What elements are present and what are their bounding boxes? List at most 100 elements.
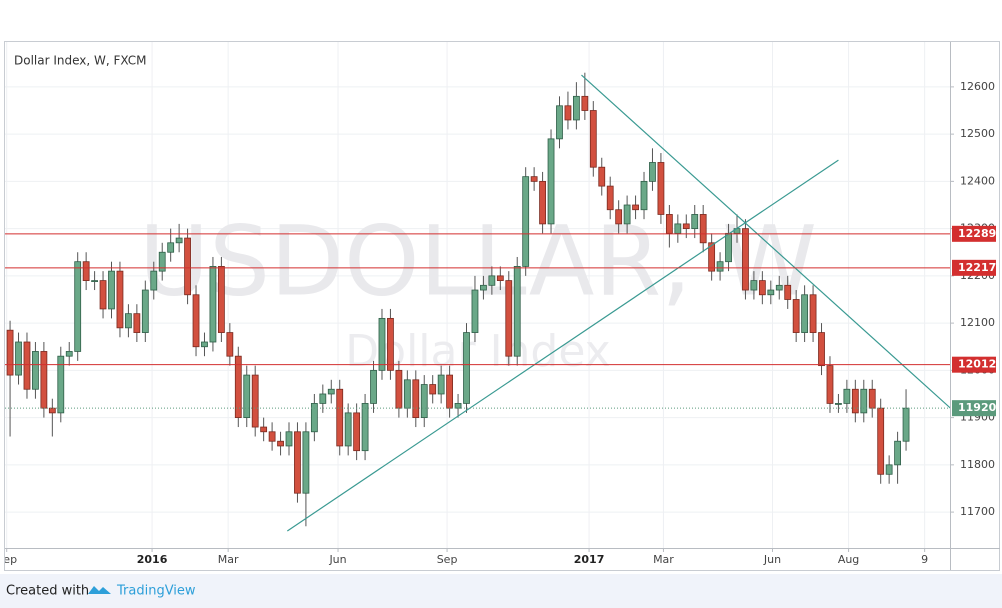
price-label: 12012 (958, 358, 996, 371)
candle-body (505, 280, 513, 357)
candle-body (226, 332, 234, 357)
candle-body (547, 138, 555, 225)
candle-body (564, 105, 572, 121)
candle-body (175, 237, 183, 244)
candle-body (378, 317, 386, 371)
candle-body (412, 379, 420, 419)
candle-body (108, 270, 115, 310)
top-bar (0, 0, 1002, 40)
candle-body (91, 280, 98, 282)
candle-body (665, 214, 673, 234)
candle-body (82, 261, 90, 281)
candle-body (649, 162, 656, 182)
candle-body (99, 280, 107, 310)
x-tick-labels: Sep 2016 Mar Jun Sep 2017 Mar Jun Aug 9 (0, 553, 928, 566)
candle-body (589, 110, 597, 168)
x-tick-label: 2016 (137, 553, 168, 566)
candle-body (581, 95, 589, 111)
candle-body (336, 388, 344, 447)
candle-body (302, 431, 310, 494)
price-label-box (952, 356, 996, 373)
y-tick-label: 11700 (960, 505, 995, 518)
candle-body (471, 289, 479, 333)
candle-body (623, 204, 631, 225)
price-label-box (952, 225, 996, 242)
x-tick-label: Jun (763, 553, 781, 566)
candle-body (657, 162, 665, 215)
x-tick-label: Sep (0, 553, 17, 566)
candle-body (632, 204, 639, 211)
candle-body (496, 275, 504, 281)
candle-body (268, 431, 276, 442)
candle-body (809, 294, 817, 333)
axes: 1170011800119001200012100122001230012400… (0, 80, 997, 566)
candle-body (32, 351, 39, 390)
candle-body (243, 374, 251, 419)
candle-body (260, 426, 268, 433)
candle-body (167, 242, 175, 253)
candle-body (133, 313, 141, 333)
y-tick-label: 12100 (960, 316, 995, 329)
candle-body (767, 289, 775, 296)
price-label-box (952, 400, 996, 417)
candle-body (23, 341, 31, 390)
candle-body (826, 365, 834, 404)
x-tick-label: 9 (921, 553, 928, 566)
candle-body (158, 251, 166, 272)
footer-text: Created with (6, 584, 89, 599)
candle-body (877, 407, 885, 475)
y-tick-label: 12600 (960, 80, 995, 93)
chart-title: Dollar Index, W, FXCM (14, 54, 147, 68)
candle-body (125, 313, 132, 329)
trendline (581, 74, 950, 409)
candle-body (843, 388, 851, 404)
candle-body (294, 431, 301, 494)
candle-body (48, 407, 56, 414)
candle-body (370, 369, 377, 404)
price-label: 12217 (958, 261, 996, 274)
x-tick-label: Aug (838, 553, 859, 566)
candle-body (420, 384, 428, 419)
candle-body (74, 261, 82, 352)
trendline (286, 159, 839, 532)
candle-body (835, 403, 842, 405)
candle-body (674, 223, 682, 234)
candle-body (725, 232, 732, 263)
candle-body (488, 275, 496, 286)
candle-body (277, 440, 284, 447)
y-tick-label: 11800 (960, 458, 995, 471)
candle-body (361, 403, 369, 452)
footer-bar (0, 574, 1002, 608)
candle-body (209, 266, 217, 343)
price-label: 11920 (958, 401, 997, 414)
candle-body (150, 270, 158, 291)
candle-body (437, 374, 445, 395)
x-tick-label: Sep (437, 553, 458, 566)
candle-body (784, 284, 792, 300)
footer-brand: TradingView (116, 584, 196, 599)
candle-body (750, 280, 758, 291)
candle-body (6, 329, 14, 376)
candle-body (530, 176, 538, 182)
candle-body (682, 223, 690, 230)
candle-body (708, 242, 716, 272)
candle-body (141, 289, 149, 333)
candle-body (572, 95, 580, 121)
candle-body (387, 317, 394, 371)
candle-body (463, 332, 470, 404)
candle-body (902, 407, 910, 442)
candle-body (446, 374, 454, 409)
candle-body (327, 388, 335, 395)
candle-body (344, 412, 352, 447)
candle-body (539, 180, 546, 225)
candle-body (395, 369, 403, 409)
candle-body (40, 351, 48, 409)
candle-body (310, 403, 318, 433)
price-label: 12289 (958, 227, 996, 240)
candle-body (251, 374, 259, 428)
candle-body (480, 284, 487, 291)
candle-body (513, 266, 521, 357)
candle-body (598, 166, 606, 187)
